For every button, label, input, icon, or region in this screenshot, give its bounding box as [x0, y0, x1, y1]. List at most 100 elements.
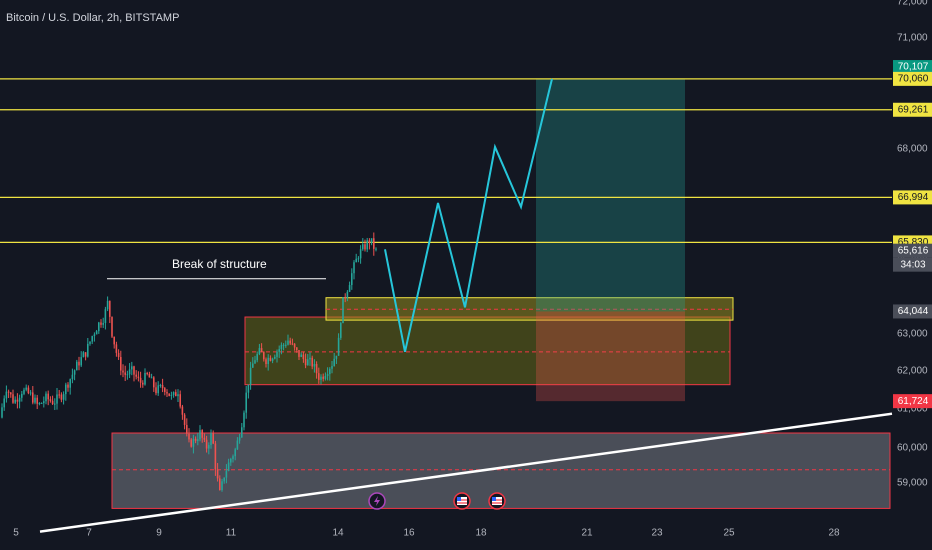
candle-body [73, 370, 76, 375]
trend-line [39, 412, 893, 533]
candle-body [357, 258, 360, 260]
candle-body [324, 376, 327, 379]
candle-body [256, 354, 258, 361]
break-of-structure-label: Break of structure [172, 256, 267, 271]
candle-body [144, 372, 146, 385]
x-tick-label: 5 [13, 528, 19, 539]
candle-body [329, 368, 331, 375]
candle-body [67, 384, 69, 388]
x-tick-label: 9 [156, 528, 162, 539]
candle-body [366, 240, 368, 250]
candle-body [370, 238, 373, 243]
candle-body [98, 322, 100, 332]
candle-body [150, 377, 153, 379]
x-tick-label: 23 [651, 528, 663, 539]
candle-body [205, 439, 208, 449]
candle-body [210, 433, 212, 446]
candle-body [155, 387, 157, 394]
price-tag-8 [893, 394, 932, 409]
candle-body [40, 402, 43, 404]
x-tick-label: 14 [332, 528, 344, 539]
candle-body [282, 344, 285, 346]
candle-body [276, 351, 278, 357]
candle-body [245, 392, 247, 413]
candle-body [190, 439, 192, 447]
candle-body [280, 344, 283, 350]
candle-body [300, 354, 302, 357]
candle-body [177, 394, 179, 397]
candle-body [133, 366, 135, 375]
candle-body [170, 394, 173, 396]
candle-body [54, 403, 56, 405]
candle-body [104, 309, 107, 323]
candle-body [298, 350, 300, 357]
candle-body [82, 352, 85, 358]
candle-body [344, 297, 346, 299]
candle-body [111, 316, 113, 337]
x-tick-label: 16 [403, 528, 415, 539]
candle-body [269, 357, 272, 361]
candle-body [221, 481, 223, 491]
price-tag-6 [893, 257, 932, 272]
candle-body [234, 449, 236, 457]
candle-body [351, 273, 353, 286]
price-tag-3 [893, 190, 932, 205]
flag-canton [492, 497, 496, 501]
candle-body [10, 392, 12, 395]
candle-body [337, 337, 340, 356]
candle-body [362, 244, 364, 250]
candle-body [71, 374, 74, 380]
candle-body [326, 374, 329, 377]
candle-body [219, 478, 221, 491]
candle-body [3, 398, 5, 408]
x-tick-label: 21 [581, 528, 593, 539]
position-stop-zone [536, 311, 685, 402]
x-tick-label: 18 [475, 528, 487, 539]
projection-path [384, 78, 553, 353]
candle-body [84, 352, 87, 357]
candle-body [56, 394, 58, 404]
candle-body [199, 430, 201, 440]
candle-body [23, 389, 25, 394]
price-tag-2 [893, 102, 932, 117]
price-tag-5 [893, 243, 932, 258]
candle-body [214, 443, 217, 470]
lightning-glyph [374, 496, 380, 506]
candle-body [342, 297, 344, 324]
candle-body [131, 366, 133, 370]
candle-body [302, 354, 305, 360]
candle-body [232, 456, 234, 459]
candle-body [296, 347, 298, 351]
candle-body [278, 349, 280, 352]
candle-body [102, 322, 104, 325]
candle-body [106, 300, 109, 310]
candle-body [287, 340, 289, 345]
candle-body [230, 458, 232, 463]
candle-body [223, 477, 225, 482]
candle-body [267, 357, 269, 365]
candle-body [32, 392, 34, 403]
candle-body [120, 357, 122, 371]
candle-body [331, 366, 333, 369]
candle-body [47, 393, 49, 400]
candle-body [135, 374, 137, 377]
candle-body [38, 403, 41, 405]
candle-body [113, 336, 115, 345]
candle-body [100, 322, 102, 325]
price-tag-label: 65,616 [898, 245, 929, 256]
candle-body [139, 377, 142, 383]
price-tag-label: 66,994 [898, 192, 929, 203]
candle-body [274, 356, 276, 359]
candle-body [208, 445, 210, 449]
candle-body [168, 393, 170, 396]
price-tag-label: 61,724 [898, 396, 929, 407]
y-tick-label: 72,000 [897, 0, 928, 8]
candle-body [304, 359, 307, 366]
price-tag-7 [893, 304, 932, 319]
candle-body [159, 385, 162, 387]
flag-field [457, 497, 467, 505]
candle-body [263, 352, 265, 360]
candle-body [126, 374, 129, 376]
